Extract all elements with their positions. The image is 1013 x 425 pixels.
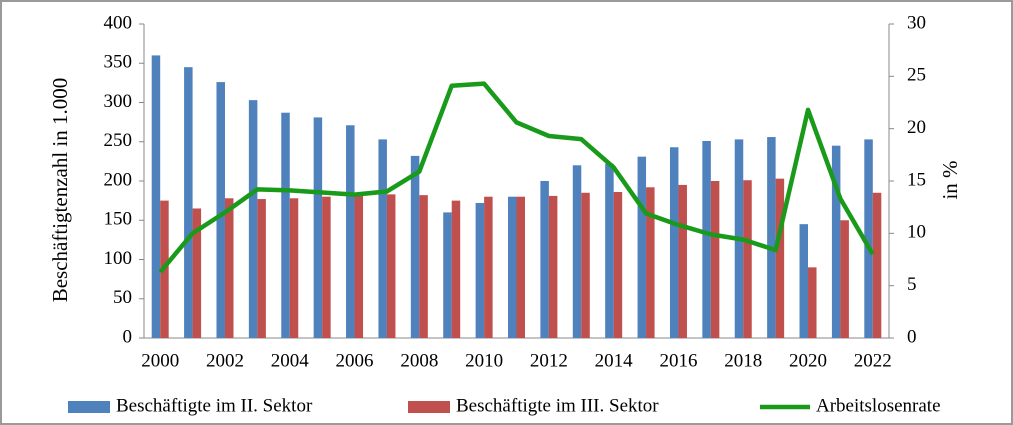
x-tick-label: 2004 — [271, 350, 310, 371]
bar — [184, 67, 193, 339]
legend-label: Arbeitslosenrate — [816, 395, 941, 416]
bar — [775, 178, 785, 338]
y-axis-title: Beschäftigtenzahl in 1.000 — [48, 78, 72, 303]
bar — [443, 212, 452, 338]
bar — [646, 187, 655, 338]
y-tick-label: 150 — [104, 209, 133, 230]
line — [158, 81, 875, 274]
bar — [710, 181, 720, 338]
bar — [548, 195, 558, 338]
bar — [281, 112, 290, 338]
y2-axis-title: in % — [938, 160, 962, 199]
bar — [289, 198, 299, 338]
bar — [410, 155, 420, 338]
x-tick-label: 2012 — [530, 350, 568, 371]
bar — [840, 220, 849, 338]
legend-label: Beschäftigte im II. Sektor — [116, 395, 313, 416]
x-tick-label: 2010 — [465, 350, 503, 371]
bar — [313, 117, 323, 338]
bar — [831, 145, 841, 338]
y-tick-label: 250 — [104, 130, 133, 151]
bar — [581, 192, 590, 338]
bar — [248, 100, 258, 339]
bar — [743, 180, 752, 338]
y-tick-label: 300 — [104, 91, 133, 112]
bar — [322, 196, 331, 338]
bar — [216, 82, 225, 338]
bar — [572, 165, 582, 338]
bar — [484, 196, 493, 338]
bar — [808, 267, 817, 338]
x-tick-label: 2020 — [789, 350, 827, 371]
bar — [516, 196, 525, 338]
y2-tick-label: 20 — [907, 117, 926, 138]
bar — [386, 194, 396, 338]
y-tick-label: 350 — [104, 52, 133, 73]
bar — [613, 191, 623, 338]
y-tick-label: 50 — [113, 287, 132, 308]
x-tick-label: 2000 — [141, 350, 179, 371]
x-tick-label: 2022 — [854, 350, 892, 371]
legend-label: Beschäftigte im III. Sektor — [456, 395, 659, 416]
y2-tick-label: 10 — [907, 222, 926, 243]
bar — [767, 137, 776, 338]
y2-tick-label: 25 — [907, 65, 926, 86]
bar — [419, 195, 428, 338]
y2-tick-label: 30 — [907, 12, 926, 33]
bar — [378, 139, 387, 338]
bar — [540, 181, 549, 338]
legend-swatch — [408, 401, 450, 413]
y2-tick-label: 15 — [907, 169, 926, 190]
bar — [451, 200, 461, 338]
y-tick-label: 0 — [123, 326, 133, 347]
x-tick-label: 2016 — [659, 350, 697, 371]
bar — [637, 156, 647, 338]
bar — [702, 140, 711, 338]
bar — [354, 195, 364, 338]
bar — [475, 202, 485, 338]
bar — [605, 163, 614, 338]
bar — [192, 208, 202, 338]
bar — [346, 125, 355, 338]
x-tick-label: 2008 — [400, 350, 438, 371]
x-tick-label: 2018 — [724, 350, 762, 371]
y2-tick-label: 0 — [907, 326, 917, 347]
y2-tick-label: 5 — [907, 274, 917, 295]
x-tick-label: 2002 — [206, 350, 244, 371]
bar — [678, 184, 687, 338]
y-tick-label: 200 — [104, 169, 133, 190]
x-tick-label: 2014 — [595, 350, 634, 371]
bar — [669, 147, 679, 338]
bar — [257, 199, 266, 338]
bar — [151, 55, 161, 339]
bar — [864, 139, 873, 338]
bar — [224, 198, 234, 338]
legend-swatch — [68, 401, 110, 413]
y-tick-label: 400 — [104, 12, 133, 33]
bar — [872, 192, 882, 338]
x-tick-label: 2006 — [336, 350, 374, 371]
y-tick-label: 100 — [104, 248, 133, 269]
bar — [799, 224, 809, 338]
bar — [508, 196, 517, 338]
